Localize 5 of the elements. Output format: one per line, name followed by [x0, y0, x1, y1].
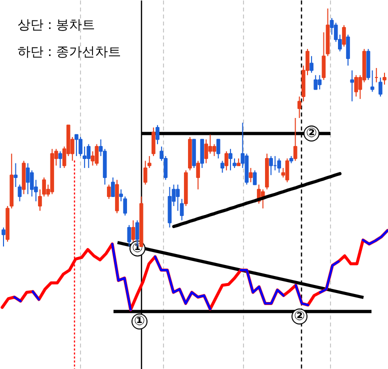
text: 상단 : 봉차트 [18, 18, 96, 33]
text: ① [134, 314, 146, 329]
annotation: ② [294, 309, 306, 324]
chart-title: 하단 : 종가선차트 [18, 45, 122, 60]
annotation: ② [306, 126, 318, 141]
